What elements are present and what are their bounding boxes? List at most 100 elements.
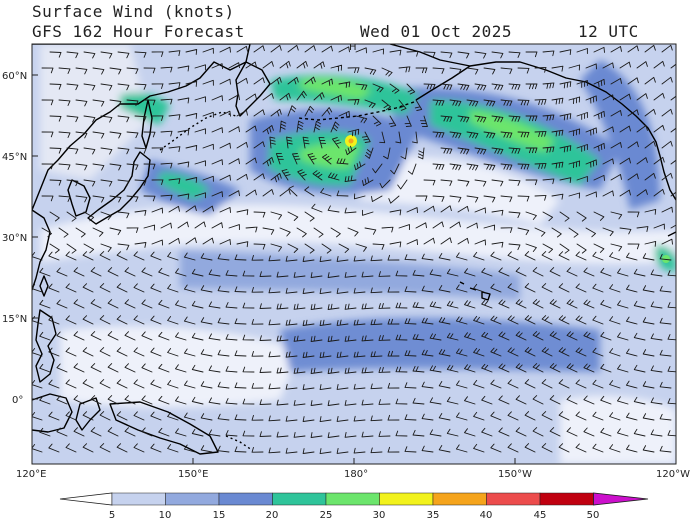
- wind-barb: [395, 302, 408, 309]
- wind-barb: [659, 413, 672, 421]
- wind-barb: [287, 76, 299, 85]
- wind-barb: [268, 447, 281, 454]
- wind-barb: [464, 428, 476, 437]
- wind-barb: [670, 63, 676, 69]
- wind-barb: [636, 189, 648, 197]
- wind-barb: [202, 237, 214, 245]
- wind-barb: [406, 207, 418, 214]
- wind-barb: [455, 444, 468, 453]
- wind-barb: [66, 115, 79, 123]
- calm-area: [60, 326, 300, 408]
- wind-barb: [160, 98, 173, 105]
- wind-barb: [259, 431, 272, 437]
- wind-barb: [133, 251, 145, 261]
- wind-barb: [175, 300, 187, 309]
- wind-barb: [185, 237, 197, 245]
- wind-barb: [39, 267, 51, 277]
- wind-barb: [354, 161, 366, 171]
- wind-barb: [483, 163, 496, 171]
- wind-barb: [150, 347, 162, 357]
- wind-barb: [292, 153, 301, 165]
- wind-barb: [474, 115, 487, 123]
- wind-barb: [490, 315, 502, 325]
- wind-barb: [642, 381, 655, 389]
- wind-barb: [423, 51, 436, 58]
- wind-barb: [602, 62, 614, 69]
- wind-barb: [610, 46, 622, 53]
- wind-barb: [253, 173, 265, 181]
- wind-barb: [311, 203, 323, 213]
- wind-barb: [583, 267, 595, 277]
- wind-barb: [168, 205, 180, 213]
- wind-barb: [281, 169, 291, 181]
- wind-barb: [168, 146, 181, 153]
- wind-barb: [679, 174, 689, 181]
- wind-barb: [183, 252, 196, 261]
- wind-barb: [404, 286, 417, 293]
- wind-barb: [455, 252, 468, 261]
- colorbar-segment: [486, 492, 541, 506]
- calm-area: [360, 156, 560, 225]
- wind-barb: [661, 108, 673, 117]
- wind-barb: [667, 398, 676, 405]
- wind-barb: [508, 83, 521, 90]
- wind-barb: [406, 83, 416, 95]
- wind-barb: [617, 300, 629, 309]
- wind-barb: [609, 348, 621, 357]
- wind-barb: [549, 395, 561, 405]
- wind-barb: [466, 195, 479, 203]
- wind-barb: [541, 315, 553, 325]
- wind-barb: [109, 99, 122, 107]
- wind-barb: [124, 427, 136, 437]
- wind-barb: [65, 283, 77, 293]
- wind-barb: [353, 351, 366, 358]
- wind-barb: [58, 67, 71, 74]
- wind-barb: [508, 147, 521, 154]
- wind-barb: [429, 397, 442, 405]
- wind-barb: [517, 195, 530, 202]
- wind-barb: [296, 60, 308, 69]
- wind-barb: [158, 363, 170, 373]
- map-frame-content: H: [32, 44, 689, 464]
- wind-barb: [576, 80, 588, 88]
- wind-barb: [313, 61, 325, 69]
- wind-barb: [381, 226, 394, 233]
- wind-barb: [109, 227, 122, 236]
- wind-barb: [593, 110, 605, 120]
- wind-barb: [191, 428, 204, 437]
- wind-barb: [429, 301, 442, 309]
- wind-barb: [378, 335, 391, 341]
- wind-barb: [302, 384, 315, 390]
- wind-barb: [500, 163, 513, 171]
- wind-barb: [559, 243, 570, 254]
- calm-area: [40, 44, 150, 180]
- wind-barb: [659, 317, 672, 325]
- wind-barb: [116, 283, 128, 293]
- wind-barb: [259, 399, 272, 405]
- wind-barb: [141, 363, 153, 373]
- wind-barb: [575, 443, 587, 453]
- wind-barb: [143, 131, 156, 138]
- wind-barb: [610, 211, 623, 220]
- wind-barb: [593, 174, 605, 181]
- wind-barb: [644, 140, 656, 149]
- wind-barb: [625, 316, 638, 325]
- wind-barb: [49, 243, 60, 254]
- wind-barb: [276, 431, 289, 438]
- wind-barb: [242, 398, 255, 405]
- wind-barb: [151, 207, 163, 214]
- wind-barb: [191, 268, 204, 277]
- wind-barb: [202, 111, 214, 118]
- wind-barb: [576, 144, 588, 152]
- wind-barb: [73, 395, 85, 405]
- wind-barb: [211, 159, 223, 166]
- wind-barb: [167, 380, 179, 389]
- wind-barb: [109, 131, 122, 139]
- wind-barb: [524, 411, 536, 421]
- wind-barb: [253, 45, 265, 53]
- wind-barb: [219, 110, 231, 117]
- wind-barb: [500, 99, 513, 107]
- wind-barb: [398, 66, 411, 73]
- wind-barb: [432, 163, 445, 170]
- wind-barb: [276, 271, 289, 278]
